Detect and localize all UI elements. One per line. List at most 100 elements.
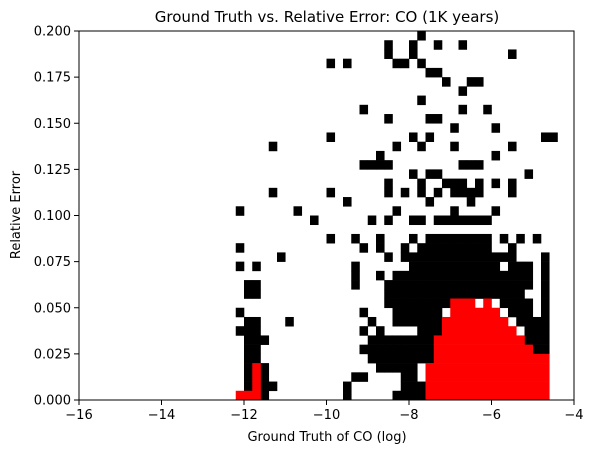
heatmap-cell-low: [400, 390, 410, 401]
heatmap-cell-low: [244, 280, 253, 290]
chart-title: Ground Truth vs. Relative Error: CO (1K …: [155, 8, 500, 26]
heatmap-cell-low: [450, 178, 459, 189]
heatmap-cell-low: [475, 233, 484, 244]
heatmap-cell-high: [458, 298, 468, 309]
heatmap-cell-low: [516, 261, 525, 272]
heatmap-cell-low: [475, 252, 484, 262]
heatmap-cell-high: [532, 363, 542, 373]
heatmap-cell-low: [466, 252, 476, 262]
heatmap-cell-low: [392, 344, 402, 355]
heatmap-cell-low: [392, 316, 402, 327]
heatmap-cell-low: [326, 58, 336, 69]
heatmap-cell-low: [409, 261, 418, 272]
heatmap-cell-low: [252, 344, 261, 355]
y-tick-label: 0.175: [34, 71, 71, 86]
heatmap-cell-low: [458, 160, 468, 170]
heatmap-cell-low: [425, 67, 435, 78]
heatmap-cell-high: [475, 381, 484, 392]
heatmap-cell-low: [409, 307, 418, 318]
heatmap-cell-low: [442, 243, 451, 253]
heatmap-cell-low: [252, 289, 261, 299]
heatmap-cell-low: [384, 344, 393, 355]
heatmap-cell-low: [508, 307, 517, 318]
heatmap-cell-low: [483, 270, 492, 281]
heatmap-cell-low: [483, 252, 492, 262]
heatmap-cell-low: [235, 206, 245, 216]
heatmap-cell-low: [400, 372, 410, 382]
heatmap-cell-low: [252, 326, 261, 336]
heatmap-cell-high: [508, 363, 517, 373]
heatmap-cell-low: [450, 206, 459, 216]
heatmap-cell-low: [433, 169, 443, 179]
heatmap-cell-low: [491, 178, 501, 189]
heatmap-cell-low: [532, 233, 542, 244]
heatmap-cell-low: [458, 40, 468, 50]
heatmap-cell-high: [442, 353, 451, 364]
heatmap-cell-high: [516, 381, 525, 392]
heatmap-cell-low: [433, 215, 443, 226]
heatmap-cell-high: [466, 372, 476, 382]
heatmap-cell-high: [499, 335, 509, 345]
heatmap-cell-high: [483, 344, 492, 355]
heatmap-cell-low: [351, 261, 360, 272]
heatmap-cell-high: [524, 353, 534, 364]
x-axis-label: Ground Truth of CO (log): [247, 430, 406, 445]
heatmap-cell-low: [384, 353, 393, 364]
heatmap-cell-high: [475, 363, 484, 373]
heatmap-cell-low: [392, 141, 402, 152]
heatmap-cell-high: [483, 307, 492, 318]
heatmap-cell-high: [499, 353, 509, 364]
heatmap-cell-high: [491, 363, 501, 373]
heatmap-cell-high: [516, 390, 525, 401]
heatmap-cell-high: [508, 381, 517, 392]
heatmap-cell-low: [417, 31, 426, 41]
y-tick-label: 0.200: [34, 25, 71, 40]
heatmap-cell-low: [409, 252, 418, 262]
heatmap-cell-high: [466, 326, 476, 336]
y-tick-label: 0.025: [34, 347, 71, 362]
heatmap-cell-low: [433, 233, 443, 244]
heatmap-cell-low: [541, 307, 550, 318]
heatmap-cell-low: [384, 280, 393, 290]
x-tick-label: −16: [65, 408, 92, 423]
heatmap-cell-low: [508, 49, 517, 59]
heatmap-cell-low: [516, 233, 525, 244]
heatmap-cell-high: [458, 316, 468, 327]
x-tick-label: −8: [399, 408, 418, 423]
heatmap-cell-low: [491, 280, 501, 290]
heatmap-cell-low: [376, 243, 385, 253]
heatmap-cell-low: [425, 252, 435, 262]
heatmap-cell-high: [499, 316, 509, 327]
heatmap-cell-low: [508, 270, 517, 281]
heatmap-cell-low: [466, 187, 476, 198]
heatmap-cell-low: [417, 307, 426, 318]
heatmap-cell-low: [450, 141, 459, 152]
heatmap-cell-high: [483, 353, 492, 364]
heatmap-cell-low: [442, 280, 451, 290]
heatmap-cell-low: [409, 233, 418, 244]
heatmap-cell-high: [450, 326, 459, 336]
heatmap-cell-low: [400, 289, 410, 299]
heatmap-cell-low: [400, 363, 410, 373]
heatmap-cell-high: [442, 390, 451, 401]
heatmap-cell-low: [417, 390, 426, 401]
heatmap-cell-low: [409, 335, 418, 345]
heatmap-cell-low: [442, 252, 451, 262]
heatmap-cell-low: [442, 233, 451, 244]
heatmap-cell-low: [508, 280, 517, 290]
heatmap-cell-high: [516, 344, 525, 355]
heatmap-cell-high: [252, 390, 261, 401]
heatmap-cell-low: [483, 243, 492, 253]
heatmap-cell-low: [400, 252, 410, 262]
heatmap-cell-low: [252, 316, 261, 327]
heatmap-cell-low: [417, 298, 426, 309]
heatmap-cell-high: [458, 307, 468, 318]
heatmap-cell-high: [541, 353, 550, 364]
heatmap-cell-low: [409, 353, 418, 364]
heatmap-cell-high: [491, 381, 501, 392]
heatmap-cell-high: [458, 390, 468, 401]
heatmap-cell-low: [384, 160, 393, 170]
x-tick-label: −6: [482, 408, 501, 423]
heatmap-cell-low: [392, 307, 402, 318]
heatmap-cell-low: [433, 307, 443, 318]
